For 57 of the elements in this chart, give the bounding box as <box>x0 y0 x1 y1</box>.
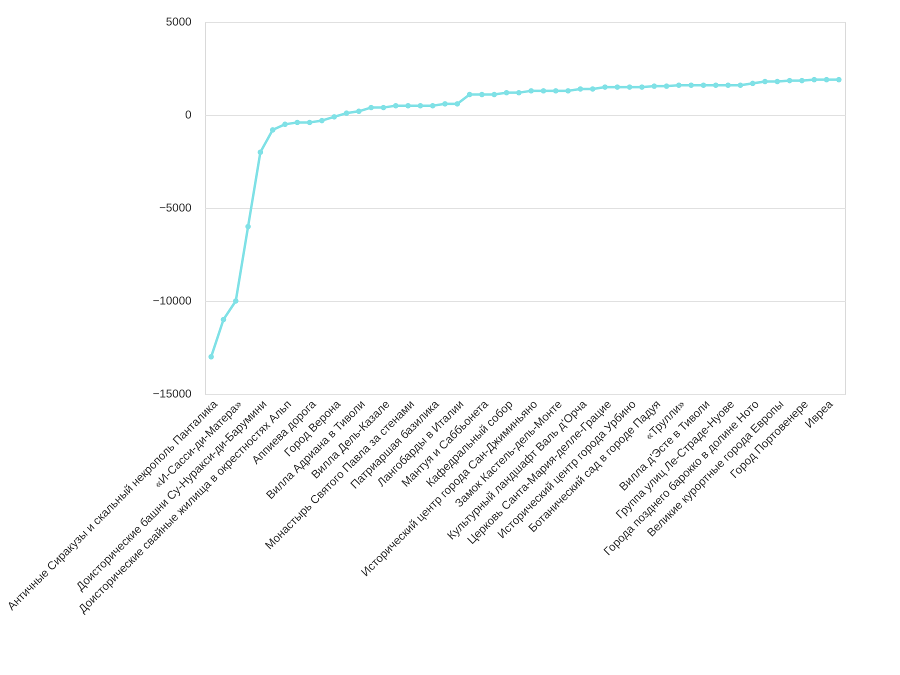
point <box>528 88 534 94</box>
point <box>491 92 497 98</box>
point <box>331 114 337 120</box>
point <box>393 102 399 108</box>
point <box>430 102 436 108</box>
point <box>700 82 706 88</box>
y-tick-label: 5000 <box>166 16 192 28</box>
point <box>245 224 251 230</box>
point <box>405 102 411 108</box>
point <box>380 104 386 110</box>
point <box>774 78 780 84</box>
point <box>368 104 374 110</box>
point <box>565 88 571 94</box>
point <box>540 88 546 94</box>
point <box>590 86 596 92</box>
point <box>750 80 756 86</box>
point <box>824 76 830 82</box>
point <box>418 102 424 108</box>
point <box>466 92 472 98</box>
point <box>306 120 312 126</box>
point <box>454 101 460 107</box>
point <box>233 298 239 304</box>
point <box>208 354 214 360</box>
point <box>639 84 645 90</box>
point <box>713 82 719 88</box>
point <box>664 83 670 89</box>
point <box>294 120 300 126</box>
point <box>799 78 805 84</box>
point <box>762 78 768 84</box>
point <box>516 90 522 96</box>
point <box>282 122 288 128</box>
point <box>258 149 264 155</box>
point <box>479 92 485 98</box>
point <box>270 127 276 133</box>
point <box>602 84 608 90</box>
point <box>836 76 842 82</box>
point <box>344 110 350 116</box>
point <box>651 83 657 89</box>
point <box>811 76 817 82</box>
point <box>676 82 682 88</box>
point <box>578 86 584 92</box>
point <box>688 82 694 88</box>
point <box>786 78 792 84</box>
point <box>626 84 632 90</box>
point <box>553 88 559 94</box>
y-tick-label: −15000 <box>152 388 192 400</box>
y-tick-label: −10000 <box>152 296 192 308</box>
point <box>725 82 731 88</box>
point <box>220 316 226 322</box>
point <box>614 84 620 90</box>
y-tick-label: −5000 <box>159 202 192 214</box>
point <box>356 108 362 114</box>
point <box>442 101 448 107</box>
point <box>504 90 510 96</box>
y-tick-label: 0 <box>185 110 192 122</box>
point <box>738 82 744 88</box>
point <box>319 118 325 124</box>
